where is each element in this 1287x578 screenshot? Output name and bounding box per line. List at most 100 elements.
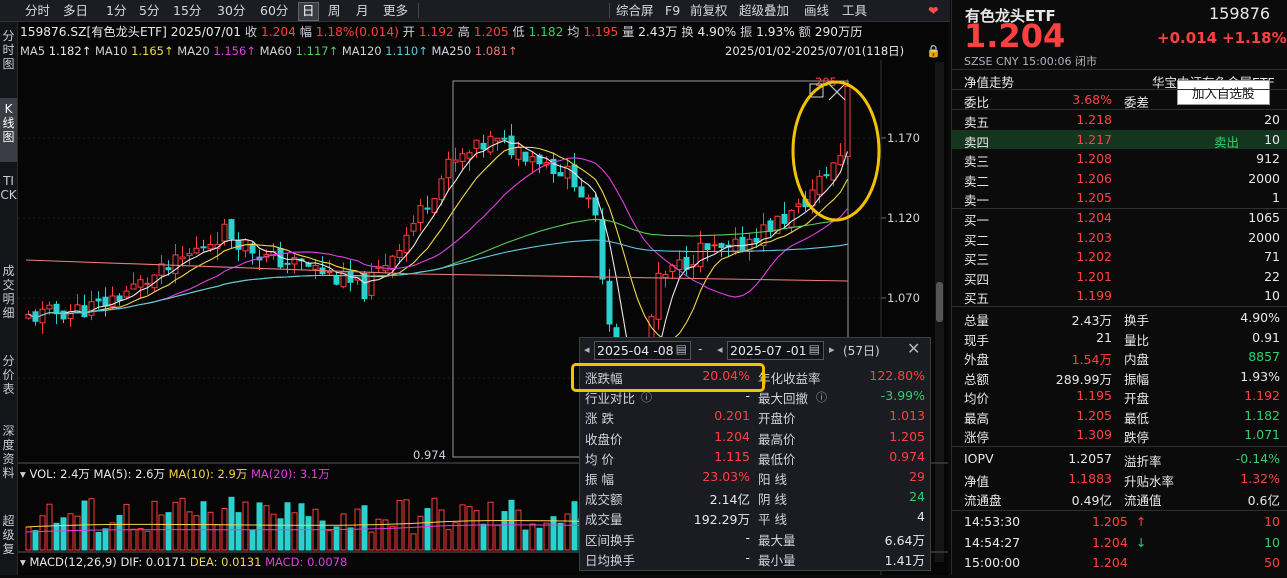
calendar-icon[interactable]: ▤: [675, 342, 687, 356]
kline-chart[interactable]: 159876.SZ[有色龙头ETF] 2025/07/01 收 1.204 幅 …: [18, 22, 948, 575]
vertical-tab[interactable]: K线图: [0, 98, 17, 162]
stat-value: 1.93%: [1240, 368, 1280, 384]
candle: [473, 139, 480, 158]
ask-row[interactable]: 卖四 1.217 卖出 10: [952, 129, 1287, 150]
stat-value: 4.90%: [1240, 310, 1280, 325]
vertical-tab[interactable]: 分时图: [2, 29, 15, 71]
vertical-tab[interactable]: 成交明细: [2, 264, 15, 320]
bid-row[interactable]: 买一 1.204 1065: [952, 208, 1287, 228]
period-tab[interactable]: 周: [328, 3, 341, 18]
toolbar-button[interactable]: F9: [665, 3, 681, 18]
bid-volume: 71: [1264, 249, 1280, 265]
start-date-input[interactable]: 2025-04 -08 ▤: [594, 341, 691, 360]
nav-trend-link[interactable]: 净值走势: [964, 75, 1015, 90]
add-watchlist-tooltip[interactable]: 加入自选股: [1177, 80, 1270, 105]
volume-bar: [46, 503, 53, 551]
tick-time: 15:00:00: [964, 555, 1021, 570]
stat-row: 涨停 1.309 跌停 1.071: [952, 425, 1287, 445]
stat-label: 成交额: [585, 492, 623, 508]
interval-stats-panel: ◂ 2025-04 -08 ▤ - ◂ 2025-07 -01 ▤ ▸ (57日…: [571, 337, 931, 571]
volume-bar: [256, 502, 263, 551]
range-label: 2025/01/02-2025/07/01(118日): [725, 44, 904, 58]
volume-bar: [529, 523, 536, 551]
candle: [95, 291, 102, 310]
candle: [564, 157, 571, 190]
help-icon[interactable]: ⓘ: [641, 391, 652, 405]
divider: [952, 109, 1287, 110]
toolbar-button[interactable]: 工具: [842, 3, 868, 18]
bid-row[interactable]: 买三 1.202 71: [952, 247, 1287, 267]
security-name: 有色龙头ETF: [965, 7, 1056, 25]
sell-tag[interactable]: 卖出: [1214, 134, 1240, 150]
bid-row[interactable]: 买五 1.199 10: [952, 286, 1287, 306]
vertical-tab[interactable]: TICK: [0, 174, 17, 202]
ask-row[interactable]: 卖五 1.218 20: [952, 110, 1287, 130]
close-x-icon[interactable]: [828, 83, 846, 101]
period-tab[interactable]: 5分: [139, 3, 160, 18]
bid-price: 1.203: [1076, 229, 1112, 245]
ask-row[interactable]: 卖三 1.208 912: [952, 149, 1287, 169]
square-icon[interactable]: [809, 83, 824, 98]
vertical-tab[interactable]: 分价表: [2, 354, 15, 396]
candle: [228, 218, 235, 249]
volume-bar: [144, 530, 151, 551]
period-tab[interactable]: 1分: [106, 3, 127, 18]
toolbar-button[interactable]: 超级叠加: [739, 3, 790, 18]
candle: [508, 124, 515, 159]
lock-icon[interactable]: 🔒: [926, 44, 941, 58]
bid-volume: 22: [1264, 268, 1280, 284]
volume-bar: [298, 503, 305, 551]
tick-row: 15:00:00 1.204 50: [952, 553, 1287, 573]
period-tab[interactable]: 分时: [25, 3, 51, 18]
tick-price: 1.205: [1092, 514, 1128, 529]
stat-value: 1.115: [714, 448, 750, 464]
bid-row[interactable]: 买二 1.203 2000: [952, 228, 1287, 248]
candle: [172, 244, 179, 284]
period-tab[interactable]: 日: [298, 2, 319, 21]
toolbar-button[interactable]: 综合屏: [616, 3, 654, 18]
prev-triangle-icon[interactable]: ◂: [584, 343, 590, 356]
candle: [123, 285, 130, 300]
bid-price: 1.204: [1076, 210, 1112, 225]
stat-label: IOPV: [964, 451, 994, 466]
period-tab[interactable]: 更多: [383, 3, 409, 18]
scrollbar-thumb[interactable]: [936, 282, 943, 322]
stat-label: 升贴水率: [1124, 473, 1175, 489]
heart-icon[interactable]: ❤: [928, 3, 939, 18]
volume-bar: [270, 513, 277, 551]
arrow-right-icon[interactable]: ▸: [829, 343, 835, 356]
candle: [585, 194, 592, 209]
toolbar-button[interactable]: 画线: [804, 3, 830, 18]
divider: [952, 306, 1287, 307]
candle: [396, 244, 403, 264]
calendar-icon[interactable]: ▤: [808, 342, 820, 356]
bid-volume: 2000: [1248, 229, 1280, 245]
period-tab[interactable]: 多日: [63, 3, 89, 18]
stat-row: 现手 21 量比 0.91: [952, 328, 1287, 348]
candle: [403, 227, 410, 262]
period-tab[interactable]: 15分: [173, 3, 202, 18]
vertical-tab[interactable]: 深度资料: [2, 424, 15, 480]
candle: [193, 236, 200, 255]
close-icon[interactable]: ✕: [907, 339, 921, 358]
volume-bar: [277, 518, 284, 551]
candle: [739, 226, 746, 253]
volume-bar: [242, 501, 249, 551]
ask-row[interactable]: 卖二 1.206 2000: [952, 169, 1287, 189]
help-icon[interactable]: ⓘ: [816, 391, 827, 405]
bid-row[interactable]: 买四 1.201 22: [952, 267, 1287, 287]
divider: [952, 208, 1287, 209]
next-triangle-icon[interactable]: ◂: [717, 343, 723, 356]
period-tab[interactable]: 月: [356, 3, 369, 18]
candle: [221, 218, 228, 246]
period-tab[interactable]: 60分: [260, 3, 289, 18]
end-date-input[interactable]: 2025-07 -01 ▤: [727, 341, 824, 360]
vertical-tab[interactable]: 超级复: [2, 514, 15, 556]
stat-label: 量比: [1124, 332, 1150, 348]
ask-row[interactable]: 卖一 1.205 1: [952, 188, 1287, 208]
toolbar-button[interactable]: 前复权: [690, 3, 728, 18]
period-tab[interactable]: 30分: [217, 3, 246, 18]
ask-volume: 912: [1256, 151, 1280, 167]
ask-label: 卖二: [964, 173, 990, 189]
period-toolbar: 分时 多日 1分 5分 15分 30分 60分日周月更多 综合屏 F9 前复权 超级叠加 画线 工具 ❤: [0, 0, 950, 22]
